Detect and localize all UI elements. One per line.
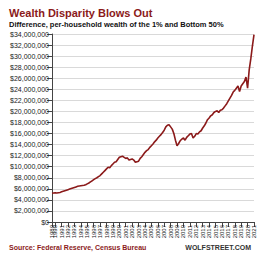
svg-text:2017: 2017	[225, 224, 231, 238]
svg-text:Wealth Disparity Blows Out: Wealth Disparity Blows Out	[9, 7, 153, 19]
svg-text:$10,000,000: $10,000,000	[10, 163, 49, 170]
svg-text:$6,000,000: $6,000,000	[14, 185, 49, 192]
svg-text:WOLFSTREET.COM: WOLFSTREET.COM	[185, 244, 251, 251]
svg-text:$12,000,000: $12,000,000	[10, 152, 49, 159]
svg-text:2000: 2000	[116, 224, 122, 238]
svg-text:1995: 1995	[84, 224, 90, 238]
svg-text:2008: 2008	[168, 224, 174, 238]
svg-text:$32,000,000: $32,000,000	[10, 42, 49, 49]
svg-text:$28,000,000: $28,000,000	[10, 64, 49, 71]
svg-text:2007: 2007	[161, 224, 167, 238]
svg-text:1994: 1994	[78, 224, 84, 238]
svg-text:$14,000,000: $14,000,000	[10, 141, 49, 148]
svg-text:1993: 1993	[71, 224, 77, 238]
svg-text:$0: $0	[41, 219, 49, 226]
svg-text:2012: 2012	[193, 224, 199, 238]
svg-text:2013: 2013	[200, 224, 206, 238]
svg-text:2009: 2009	[174, 224, 180, 238]
svg-text:$24,000,000: $24,000,000	[10, 86, 49, 93]
svg-text:2005: 2005	[148, 224, 154, 238]
svg-text:2002: 2002	[129, 224, 135, 238]
svg-text:2020: 2020	[245, 224, 251, 238]
svg-text:2019: 2019	[238, 224, 244, 238]
svg-text:2004: 2004	[142, 224, 148, 238]
svg-text:1991: 1991	[59, 224, 65, 238]
svg-text:$2,000,000: $2,000,000	[14, 207, 49, 214]
svg-text:$16,000,000: $16,000,000	[10, 130, 49, 137]
svg-text:2018: 2018	[232, 224, 238, 238]
svg-text:1990: 1990	[52, 224, 58, 238]
svg-text:2006: 2006	[155, 224, 161, 238]
svg-text:$26,000,000: $26,000,000	[10, 75, 49, 82]
svg-text:$8,000,000: $8,000,000	[14, 174, 49, 181]
svg-text:2021: 2021	[251, 224, 257, 238]
svg-text:1997: 1997	[97, 224, 103, 238]
svg-text:1998: 1998	[104, 224, 110, 238]
svg-text:2016: 2016	[219, 224, 225, 238]
svg-text:Source: Federal Reserve, Censu: Source: Federal Reserve, Census Bureau	[9, 244, 146, 252]
svg-text:2014: 2014	[206, 224, 212, 238]
svg-text:$34,000,000: $34,000,000	[10, 31, 49, 38]
svg-text:1996: 1996	[91, 224, 97, 238]
svg-text:2011: 2011	[187, 224, 193, 238]
svg-text:$18,000,000: $18,000,000	[10, 119, 49, 126]
svg-text:1999: 1999	[110, 224, 116, 238]
svg-text:$20,000,000: $20,000,000	[10, 108, 49, 115]
svg-text:2003: 2003	[136, 224, 142, 238]
svg-text:$30,000,000: $30,000,000	[10, 53, 49, 60]
svg-text:$4,000,000: $4,000,000	[14, 196, 49, 203]
svg-text:2010: 2010	[180, 224, 186, 238]
svg-text:2001: 2001	[123, 224, 129, 238]
svg-text:1992: 1992	[65, 224, 71, 238]
svg-text:$22,000,000: $22,000,000	[10, 97, 49, 104]
svg-text:Difference, per-household weal: Difference, per-household wealth of the …	[9, 20, 224, 29]
svg-text:2015: 2015	[213, 224, 219, 238]
